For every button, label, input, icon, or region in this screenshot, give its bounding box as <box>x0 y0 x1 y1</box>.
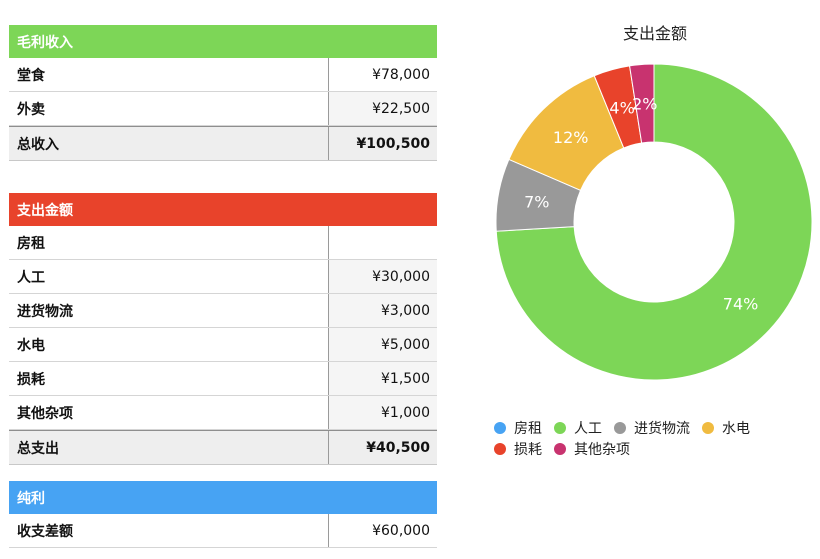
donut-slice-5 <box>629 63 655 144</box>
table-row: 水电 ¥5,000 <box>9 328 437 362</box>
legend-swatch <box>494 443 506 455</box>
income-header: 毛利收入 <box>9 25 437 58</box>
row-value: ¥1,000 <box>329 396 437 429</box>
donut-slice-1 <box>495 63 813 381</box>
table-row: 房租 <box>9 226 437 260</box>
legend-label: 人工 <box>574 421 602 437</box>
chart-title: 支出金额 <box>622 24 687 43</box>
legend-item: 其他杂项 <box>554 439 630 459</box>
legend-row: 房租 人工 进货物流 水电 <box>494 418 814 438</box>
row-value: ¥78,000 <box>329 58 437 91</box>
row-label: 外卖 <box>9 92 329 125</box>
row-label: 房租 <box>9 226 329 259</box>
total-value: ¥100,500 <box>329 127 437 160</box>
row-value: ¥60,000 <box>329 514 437 547</box>
expense-donut-chart: 74% 7% 12% 4%2% <box>495 63 813 381</box>
table-row: 进货物流 ¥3,000 <box>9 294 437 328</box>
income-table: 毛利收入 堂食 ¥78,000 外卖 ¥22,500 总收入 ¥100,500 <box>9 25 437 161</box>
row-label: 进货物流 <box>9 294 329 327</box>
legend-row: 损耗 其他杂项 <box>494 439 814 459</box>
legend-label: 进货物流 <box>634 421 690 437</box>
row-label: 堂食 <box>9 58 329 91</box>
slice-label-1: 74% <box>723 295 759 314</box>
table-row: 损耗 ¥1,500 <box>9 362 437 396</box>
row-value: ¥1,500 <box>329 362 437 395</box>
table-row: 收支差额 ¥60,000 <box>9 514 437 548</box>
legend-swatch <box>554 443 566 455</box>
slice-label-5: 2% <box>632 94 657 113</box>
table-row: 外卖 ¥22,500 <box>9 92 437 126</box>
income-total-row: 总收入 ¥100,500 <box>9 126 437 161</box>
expense-header: 支出金额 <box>9 193 437 226</box>
slice-label-2: 7% <box>524 192 549 211</box>
legend-label: 房租 <box>514 421 542 437</box>
legend-swatch <box>614 422 626 434</box>
legend-label: 其他杂项 <box>574 442 630 458</box>
slice-label-3: 12% <box>553 128 589 147</box>
total-label: 总收入 <box>9 127 329 160</box>
table-row: 堂食 ¥78,000 <box>9 58 437 92</box>
row-label: 其他杂项 <box>9 396 329 429</box>
row-value: ¥22,500 <box>329 92 437 125</box>
table-row: 人工 ¥30,000 <box>9 260 437 294</box>
row-label: 损耗 <box>9 362 329 395</box>
row-value: ¥30,000 <box>329 260 437 293</box>
net-profit-table: 纯利 收支差额 ¥60,000 <box>9 481 437 548</box>
legend-label: 水电 <box>722 421 750 437</box>
row-value: ¥3,000 <box>329 294 437 327</box>
legend-label: 损耗 <box>514 442 542 458</box>
total-label: 总支出 <box>9 431 329 464</box>
slice-label-4: 4% <box>609 98 634 117</box>
legend-item: 房租 <box>494 418 542 438</box>
legend-item: 进货物流 <box>614 418 690 438</box>
row-value: ¥5,000 <box>329 328 437 361</box>
legend-item: 水电 <box>702 418 750 438</box>
legend-swatch <box>554 422 566 434</box>
row-value <box>329 226 437 259</box>
legend-swatch <box>494 422 506 434</box>
row-label: 收支差额 <box>9 514 329 547</box>
row-label: 水电 <box>9 328 329 361</box>
table-row: 其他杂项 ¥1,000 <box>9 396 437 430</box>
legend-swatch <box>702 422 714 434</box>
total-value: ¥40,500 <box>329 431 437 464</box>
expense-table: 支出金额 房租 人工 ¥30,000 进货物流 ¥3,000 水电 ¥5,000… <box>9 193 437 465</box>
expense-total-row: 总支出 ¥40,500 <box>9 430 437 465</box>
row-label: 人工 <box>9 260 329 293</box>
legend-item: 人工 <box>554 418 602 438</box>
chart-legend: 房租 人工 进货物流 水电 损耗 其他杂项 <box>494 418 814 460</box>
net-header: 纯利 <box>9 481 437 514</box>
legend-item: 损耗 <box>494 439 542 459</box>
